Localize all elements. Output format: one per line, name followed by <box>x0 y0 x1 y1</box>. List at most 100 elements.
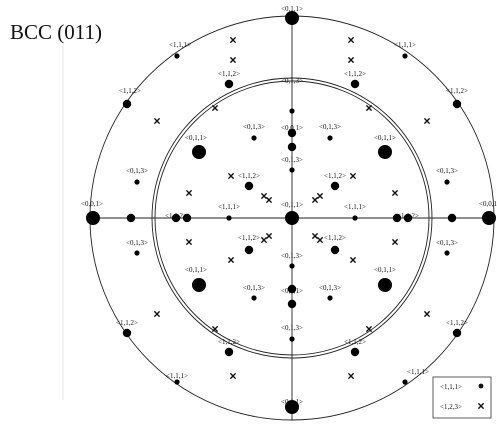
pole-dot <box>226 215 232 221</box>
pole-label: <1,1,2> <box>238 172 260 180</box>
pole-label: <0,1,3> <box>281 324 303 332</box>
pole-label: <0,1,3> <box>281 156 303 164</box>
pole-dot <box>285 400 299 414</box>
pole-dot <box>392 213 402 223</box>
pole-label: <1,1,2> <box>165 212 187 220</box>
pole-dot <box>134 179 140 185</box>
pole-label: <0,1,3> <box>436 167 458 175</box>
pole-dot <box>182 213 192 223</box>
pole-cross-marker <box>347 372 355 380</box>
legend: <1,1,1> <1,2,3> <box>432 376 492 419</box>
pole-label: <0,1,3> <box>243 123 265 131</box>
pole-dot <box>350 79 360 89</box>
pole-label: <1,1,2> <box>324 234 346 242</box>
pole-label: <0,1,3> <box>319 123 341 131</box>
pole-label: <0,1,3> <box>243 284 265 292</box>
pole-cross-marker <box>265 232 273 240</box>
pole-cross-marker <box>227 172 235 180</box>
pole-label: <0,1,3> <box>281 77 303 85</box>
pole-label: <1,1,2> <box>446 87 468 95</box>
pole-label: <1,1,2> <box>218 338 240 346</box>
pole-cross-marker <box>316 192 324 200</box>
figure-title: BCC (011) <box>10 20 102 44</box>
pole-cross-marker <box>365 325 373 333</box>
pole-dot <box>327 135 333 141</box>
pole-cross-marker <box>347 56 355 64</box>
pole-label: <0,1,1> <box>281 5 303 13</box>
pole-label: <0,1,1> <box>374 134 396 142</box>
pole-label: <1,1,1> <box>344 203 366 211</box>
legend-cross-symbol <box>477 402 485 410</box>
pole-label: <1,1,2> <box>116 319 138 327</box>
pole-label: <0,1,1> <box>281 398 303 406</box>
pole-dot <box>174 379 180 385</box>
pole-cross-marker <box>260 236 268 244</box>
pole-cross-marker <box>349 256 357 264</box>
pole-label: <1,1,2> <box>218 70 240 78</box>
crosses-layer <box>153 36 431 380</box>
pole-cross-marker <box>153 310 161 318</box>
pole-cross-marker <box>229 372 237 380</box>
pole-dot <box>171 213 181 223</box>
pole-dot <box>244 181 254 191</box>
pole-dot <box>482 211 496 225</box>
pole-cross-marker <box>265 196 273 204</box>
pole-label: <0,1,3> <box>436 239 458 247</box>
pole-dot <box>444 250 450 256</box>
pole-dot <box>122 328 132 338</box>
pole-label: <1,1,1> <box>407 368 429 376</box>
pole-cross-marker <box>185 238 193 246</box>
pole-cross-marker <box>423 310 431 318</box>
poles-layer: <0,1,1> <0,0,1> <0,0,1> <0,1,1> <0,1,1> <0,1,… <box>81 5 497 414</box>
pole-dot <box>224 347 234 357</box>
legend-label-111: <1,1,1> <box>440 383 462 391</box>
pole-dot <box>444 179 450 185</box>
pole-cross-marker <box>365 104 373 112</box>
pole-label: <0,1,1> <box>281 201 303 209</box>
pole-dot <box>289 108 295 114</box>
pole-dot <box>289 167 295 173</box>
pole-dot <box>134 250 140 256</box>
pole-label: <1,1,1> <box>218 203 240 211</box>
pole-label: <1,1,2> <box>344 338 366 346</box>
legend-label-123: <1,2,3> <box>440 403 462 411</box>
pole-dot <box>244 245 254 255</box>
pole-dot <box>287 128 297 138</box>
pole-dot <box>287 284 297 294</box>
pole-cross-marker <box>391 238 399 246</box>
pole-dot <box>285 211 299 225</box>
pole-cross-marker <box>153 117 161 125</box>
pole-cross-marker <box>316 236 324 244</box>
pole-label: <1,1,1> <box>169 41 191 49</box>
pole-label: <1,1,2> <box>238 234 260 242</box>
pole-dot <box>330 245 340 255</box>
pole-cross-marker <box>349 172 357 180</box>
pole-cross-marker <box>227 256 235 264</box>
pole-label: <0,1,1> <box>185 266 207 274</box>
pole-dot <box>251 295 257 301</box>
pole-cross-marker <box>229 36 237 44</box>
pole-dot <box>251 135 257 141</box>
pole-dot <box>352 215 358 221</box>
pole-dot <box>287 142 297 152</box>
pole-dot <box>289 263 295 269</box>
pole-label: <1,1,2> <box>446 319 468 327</box>
pole-dot <box>192 145 206 159</box>
pole-cross-marker <box>229 56 237 64</box>
pole-dot <box>350 347 360 357</box>
pole-cross-marker <box>311 232 319 240</box>
pole-dot <box>452 99 462 109</box>
pole-label: <1,1,2> <box>344 70 366 78</box>
pole-label: <0,0,1> <box>479 200 497 208</box>
pole-dot <box>174 53 180 59</box>
pole-dot <box>289 336 295 342</box>
pole-dot <box>402 53 408 59</box>
pole-label: <1,1,2> <box>397 212 419 220</box>
pole-label: <1,1,1> <box>166 372 188 380</box>
pole-dot <box>378 145 392 159</box>
pole-cross-marker <box>311 196 319 204</box>
pole-cross-marker <box>185 189 193 197</box>
pole-label: <0,1,3> <box>126 239 148 247</box>
pole-label: <0,1,3> <box>126 167 148 175</box>
